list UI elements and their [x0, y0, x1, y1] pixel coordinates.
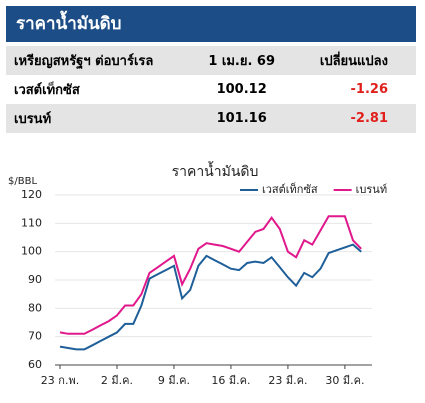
y-axis-label: $/BBL [8, 176, 37, 187]
column-header: 1 เม.ย. 69 [192, 46, 292, 75]
cell: 100.12 [216, 82, 267, 97]
legend-label: เบรนท์ [356, 183, 387, 196]
x-tick-label: 23 ก.พ. [41, 374, 79, 387]
cell: -2.81 [291, 104, 416, 133]
x-tick-label: 2 มี.ค. [101, 374, 133, 387]
x-tick-label: 23 มี.ค. [268, 374, 307, 387]
column-header: เปลี่ยนแปลง [291, 46, 416, 75]
y-tick-label: 90 [28, 273, 42, 286]
y-tick-label: 80 [28, 301, 42, 314]
y-tick-label: 100 [21, 245, 42, 258]
y-tick-label: 110 [21, 216, 42, 229]
cell: -1.26 [350, 82, 388, 97]
header-title: ราคาน้ำมันดิบ [6, 6, 416, 42]
table-row: เวสต์เท็กซัส 100.12 -1.26 [6, 75, 416, 104]
cell: 101.16 [192, 104, 292, 133]
series-line [59, 215, 362, 335]
legend-label: เวสต์เท็กซัส [262, 182, 318, 196]
x-tick-label: 9 มี.ค. [158, 374, 190, 387]
y-tick-label: 60 [28, 358, 42, 371]
column-header: เหรียญสหรัฐฯ ต่อบาร์เรล [6, 46, 193, 75]
y-tick-label: 120 [21, 188, 42, 201]
chart-title: ราคาน้ำมันดิบ [172, 161, 259, 180]
chart: ราคาน้ำมันดิบ $/BBL 60 70 80 90 100 110 120 23 … [8, 161, 387, 387]
x-tick-label: 16 มี.ค. [211, 374, 250, 387]
x-tick-label: 30 มี.ค. [325, 374, 364, 387]
series-line [59, 243, 362, 351]
cell: เวสต์เท็กซัส [14, 83, 80, 98]
table-header: เหรียญสหรัฐฯ ต่อบาร์เรล 1 เม.ย. 69 เปลี่… [6, 46, 416, 75]
cell: เบรนท์ [6, 104, 193, 133]
y-tick-label: 70 [28, 330, 42, 343]
table-row: เบรนท์ 101.16 -2.81 [6, 104, 416, 133]
price-table: เหรียญสหรัฐฯ ต่อบาร์เรล 1 เม.ย. 69 เปลี่… [6, 46, 416, 133]
